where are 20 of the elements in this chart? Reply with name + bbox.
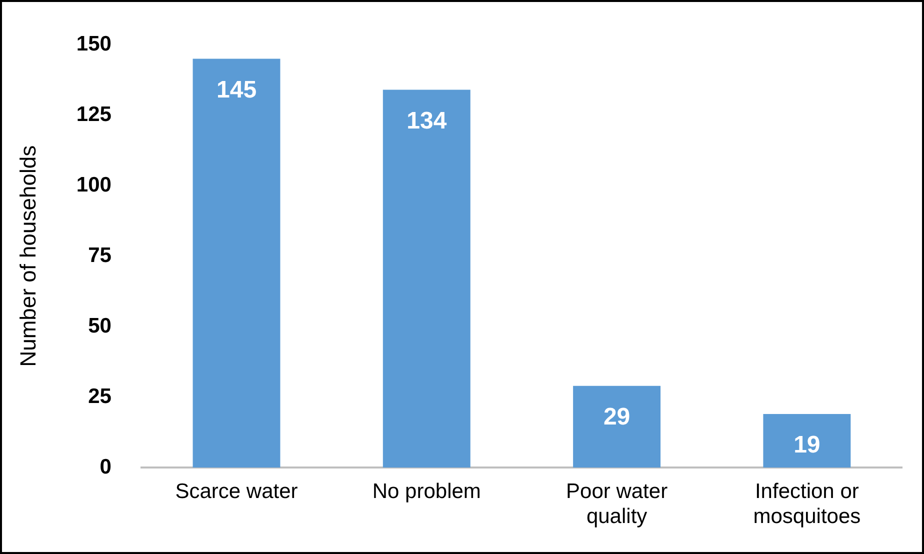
- bar: [382, 90, 470, 468]
- x-tick-label: Poor water quality: [566, 480, 668, 528]
- x-tick-label: Infection or mosquitoes: [753, 480, 861, 528]
- data-label: 29: [603, 403, 630, 430]
- y-tick-label: 150: [76, 32, 112, 56]
- y-tick-label: 0: [100, 455, 112, 478]
- bar: [573, 386, 661, 468]
- y-tick-label: 75: [88, 244, 112, 267]
- data-label: 19: [794, 432, 820, 459]
- y-axis-title: Number of households: [15, 145, 40, 367]
- data-label: 134: [406, 107, 448, 134]
- y-tick-label: 50: [88, 314, 112, 338]
- bar: [763, 414, 851, 468]
- y-tick-label: 125: [76, 102, 112, 126]
- data-label: 145: [216, 76, 257, 104]
- y-tick-label: 100: [76, 173, 112, 196]
- bar: [192, 58, 280, 468]
- y-tick-label: 25: [88, 384, 112, 408]
- x-tick-label: No problem: [372, 480, 481, 503]
- x-tick-label: Scarce water: [175, 480, 298, 503]
